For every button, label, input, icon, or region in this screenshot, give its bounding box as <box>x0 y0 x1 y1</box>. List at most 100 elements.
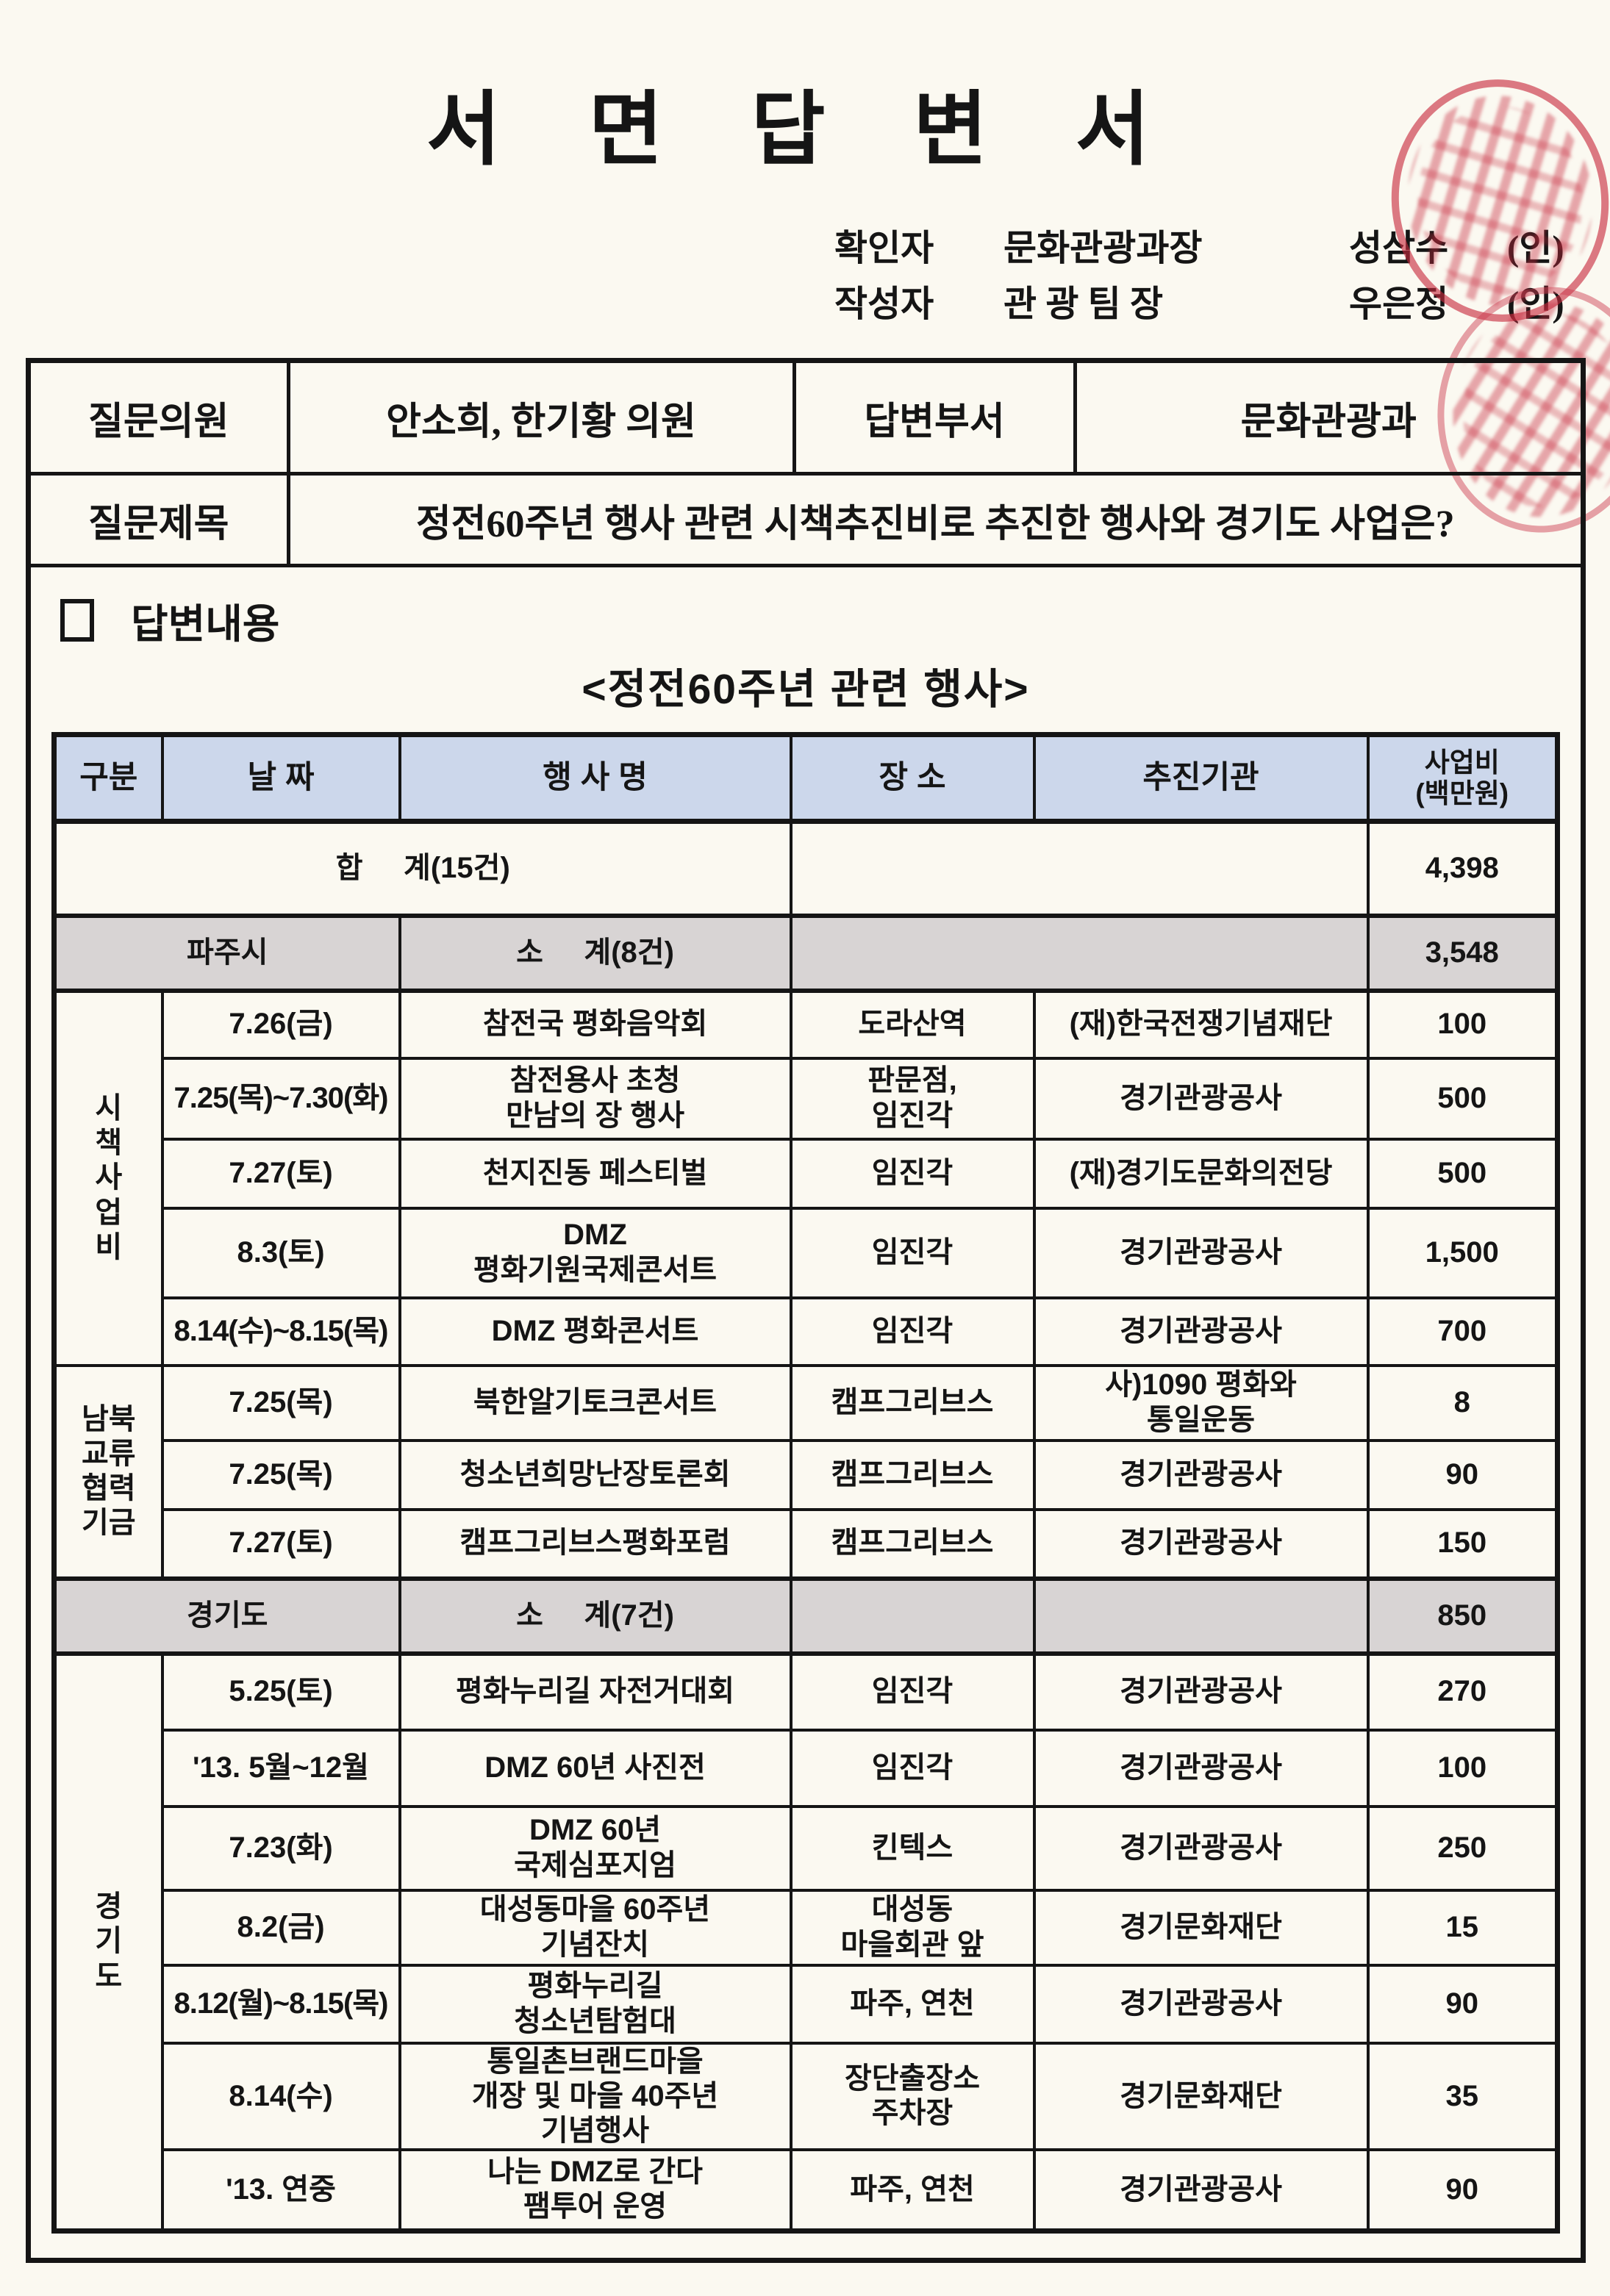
empty-cell <box>1032 1576 1370 1656</box>
seal-mark: (인) <box>1507 220 1564 276</box>
date-cell: 7.25(목) <box>160 1438 401 1511</box>
budget-cell: 1,500 <box>1366 1206 1559 1299</box>
event-cell: 대성동마을 60주년 기념잔치 <box>398 1888 793 1967</box>
answer-content-label: 답변내용 <box>131 602 280 647</box>
event-cell: 캠프그리브스평화포럼 <box>398 1507 793 1580</box>
budget-cell: 500 <box>1366 1056 1559 1141</box>
place-cell: 캠프그리브스 <box>789 1363 1036 1442</box>
org-cell: 경기관광공사 <box>1032 1296 1370 1367</box>
place-cell: 임진각 <box>789 1296 1036 1367</box>
date-cell: 8.12(월)~8.15(목) <box>160 1963 401 2045</box>
event-cell: DMZ 평화콘서트 <box>398 1296 793 1367</box>
budget-cell: 100 <box>1366 989 1559 1060</box>
approval-block: 확인자 문화관광과장 성삼수 (인) 작성자 관 광 팀 장 우은정 (인) <box>834 220 1564 332</box>
question-members-value: 안소희, 한기황 의원 <box>286 363 796 476</box>
org-cell: 경기문화재단 <box>1032 2041 1370 2152</box>
event-cell: 청소년희망난장토론회 <box>398 1438 793 1511</box>
table-row: '13. 5월~12월 DMZ 60년 사진전 임진각 경기관광공사 100 <box>54 1728 1559 1808</box>
org-cell: 사)1090 평화와 통일운동 <box>1032 1363 1370 1442</box>
answer-dept-label: 답변부서 <box>792 363 1077 476</box>
approval-line-writer: 작성자 관 광 팀 장 우은정 (인) <box>834 276 1564 332</box>
date-cell: '13. 5월~12월 <box>160 1728 401 1808</box>
col-header-place: 장 소 <box>789 733 1036 824</box>
table-row: '13. 연중 나는 DMZ로 간다 팸투어 운영 파주, 연천 경기관광공사 … <box>54 2148 1559 2233</box>
event-cell: 통일촌브랜드마을 개장 및 마을 40주년 기념행사 <box>398 2041 793 2152</box>
subtotal-row-gyeonggi: 경기도 소 계(7건) 850 <box>52 1576 1559 1656</box>
seal-mark: (인) <box>1507 276 1564 332</box>
org-cell: 경기관광공사 <box>1032 1056 1370 1141</box>
date-cell: 7.23(화) <box>160 1804 401 1892</box>
date-cell: 5.25(토) <box>160 1651 401 1732</box>
group-label-sichaek: 시 책 사 업 비 <box>52 989 164 1367</box>
event-cell: 평화누리길 청소년탐험대 <box>398 1963 793 2045</box>
table-row: 시 책 사 업 비 7.26(금) 참전국 평화음악회 도라산역 (재)한국전쟁… <box>52 989 1559 1367</box>
table-row: 질문제목 정전60주년 행사 관련 시책추진비로 추진한 행사와 경기도 사업은… <box>31 472 1581 567</box>
org-cell: 경기관광공사 <box>1032 1728 1370 1808</box>
budget-cell: 15 <box>1366 1888 1559 1967</box>
org-cell: 경기관광공사 <box>1032 1507 1370 1580</box>
event-table-title: <정전60주년 관련 행사> <box>582 666 1030 713</box>
section-name: 파주시 <box>52 913 401 993</box>
budget-cell: 100 <box>1366 1728 1559 1808</box>
col-header-org: 추진기관 <box>1032 733 1370 824</box>
event-cell: 평화누리길 자전거대회 <box>398 1651 793 1732</box>
budget-cell: 35 <box>1366 2041 1559 2152</box>
budget-cell: 150 <box>1366 1507 1559 1580</box>
place-cell: 임진각 <box>789 1728 1036 1808</box>
subtotal-value: 3,548 <box>1366 913 1559 993</box>
org-cell: 경기관광공사 <box>1032 1963 1370 2045</box>
place-cell: 파주, 연천 <box>789 2148 1036 2233</box>
event-cell: 참전용사 초청 만남의 장 행사 <box>398 1056 793 1141</box>
event-cell: 나는 DMZ로 간다 팸투어 운영 <box>398 2148 793 2233</box>
empty-cell <box>789 819 1370 917</box>
place-cell: 임진각 <box>789 1137 1036 1210</box>
table-row: 7.25(목)~7.30(화) 참전용사 초청 만남의 장 행사 판문점, 임진… <box>54 1056 1559 1141</box>
question-title-label: 질문제목 <box>31 472 290 567</box>
table-row: 8.12(월)~8.15(목) 평화누리길 청소년탐험대 파주, 연천 경기관광… <box>54 1963 1559 2045</box>
event-cell: DMZ 60년 사진전 <box>398 1728 793 1808</box>
table-row: 7.25(목) 청소년희망난장토론회 캠프그리브스 경기관광공사 90 <box>54 1438 1559 1511</box>
org-cell: 경기관광공사 <box>1032 2148 1370 2233</box>
org-cell: 경기관광공사 <box>1032 1651 1370 1732</box>
writer-role: 작성자 <box>834 283 934 324</box>
place-cell: 파주, 연천 <box>789 1963 1036 2045</box>
event-cell: DMZ 60년 국제심포지엄 <box>398 1804 793 1892</box>
table-row: 8.2(금) 대성동마을 60주년 기념잔치 대성동 마을회관 앞 경기문화재단… <box>54 1888 1559 1967</box>
question-info-table: 질문의원 안소희, 한기황 의원 답변부서 문화관광과 질문제목 정전60주년 … <box>31 363 1581 567</box>
col-header-budget: 사업비 (백만원) <box>1366 733 1559 824</box>
place-cell: 캠프그리브스 <box>789 1507 1036 1580</box>
approver-name: 성삼수 <box>1349 228 1449 268</box>
writer-position: 관 광 팀 장 <box>1003 283 1164 324</box>
subtotal-label: 소 계(7건) <box>398 1576 793 1656</box>
event-cell: DMZ 평화기원국제콘서트 <box>398 1206 793 1299</box>
table-row: 7.23(화) DMZ 60년 국제심포지엄 킨텍스 경기관광공사 250 <box>54 1804 1559 1892</box>
section-name: 경기도 <box>52 1576 401 1656</box>
subtotal-label: 소 계(8건) <box>398 913 793 993</box>
approval-line-confirmer: 확인자 문화관광과장 성삼수 (인) <box>834 220 1564 276</box>
budget-cell: 700 <box>1366 1296 1559 1367</box>
table-row: 8.14(수)~8.15(목) DMZ 평화콘서트 임진각 경기관광공사 700 <box>54 1296 1559 1367</box>
subtotal-value: 850 <box>1366 1576 1559 1656</box>
org-cell: 경기문화재단 <box>1032 1888 1370 1967</box>
grand-total-row: 합 계(15건) 4,398 <box>52 819 1559 917</box>
date-cell: 7.25(목) <box>160 1363 401 1442</box>
place-cell: 도라산역 <box>789 989 1036 1060</box>
subtotal-row-paju: 파주시 소 계(8건) 3,548 <box>52 913 1559 993</box>
budget-cell: 500 <box>1366 1137 1559 1210</box>
col-header-category: 구분 <box>52 733 164 824</box>
date-cell: 8.14(수) <box>160 2041 401 2152</box>
budget-cell: 90 <box>1366 1438 1559 1511</box>
budget-cell: 250 <box>1366 1804 1559 1892</box>
date-cell: 7.27(토) <box>160 1137 401 1210</box>
event-cell: 북한알기토크콘서트 <box>398 1363 793 1442</box>
date-cell: '13. 연중 <box>160 2148 401 2233</box>
event-table: 구분 날 짜 행 사 명 장 소 추진기관 사업비 (백만원) 합 계(15건)… <box>51 732 1560 2234</box>
question-members-label: 질문의원 <box>31 363 290 476</box>
table-row: 남북 교류 협력 기금 7.25(목) 북한알기토크콘서트 캠프그리브스 사)1… <box>52 1363 1559 1580</box>
question-title-value: 정전60주년 행사 관련 시책추진비로 추진한 행사와 경기도 사업은? <box>286 472 1581 567</box>
place-cell: 장단출장소 주차장 <box>789 2041 1036 2152</box>
table-row: 질문의원 안소희, 한기황 의원 답변부서 문화관광과 <box>31 363 1581 476</box>
grand-total-label: 합 계(15건) <box>52 819 793 917</box>
empty-cell <box>789 1576 1036 1656</box>
budget-cell: 8 <box>1366 1363 1559 1442</box>
